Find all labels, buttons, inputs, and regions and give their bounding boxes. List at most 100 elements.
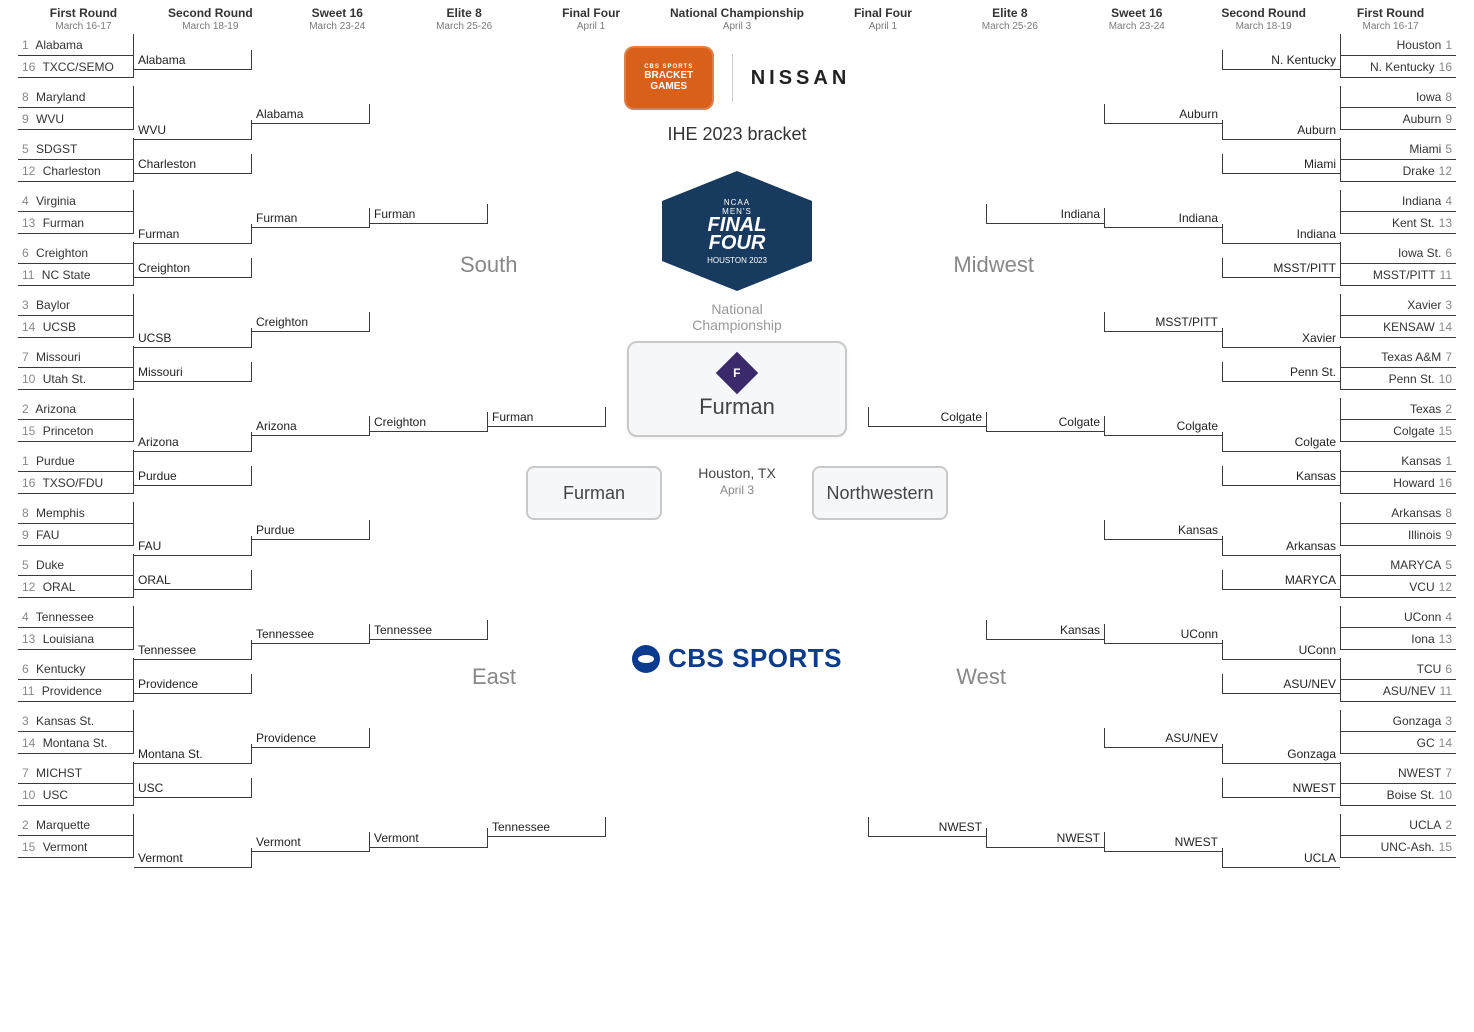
matchup: TCU 6ASU/NEV 11 — [1340, 658, 1456, 702]
matchup: 8 Memphis9 FAU — [18, 502, 134, 546]
advance-slot: Creighton — [134, 252, 252, 296]
advance-slot: NWEST — [986, 738, 1104, 938]
advance-slot: ASU/NEV — [1222, 668, 1340, 712]
winner-label: Colgate — [986, 412, 1104, 432]
team-slot: Illinois 9 — [1340, 524, 1456, 546]
winner-label: UConn — [1222, 640, 1340, 660]
national-championship-label: NationalChampionship — [692, 301, 782, 333]
bracket-games-badge: CBS SPORTS BRACKET GAMES — [624, 46, 714, 110]
winner-label: Creighton — [252, 312, 370, 332]
winner-label: Gonzaga — [1222, 744, 1340, 764]
matchup: Iowa St. 6MSST/PITT 11 — [1340, 242, 1456, 286]
winner-label: Penn St. — [1222, 362, 1340, 382]
winner-label: NWEST — [868, 817, 986, 837]
team-slot: Gonzaga 3 — [1340, 710, 1456, 732]
team-slot: UNC-Ash. 15 — [1340, 836, 1456, 858]
winner-label: NWEST — [1104, 832, 1222, 852]
team-slot: 4 Tennessee — [18, 606, 134, 628]
hdr-r-4: First RoundMarch 16-17 — [1327, 6, 1454, 32]
advance-slot: Montana St. — [134, 720, 252, 764]
advance-slot: UCLA — [1222, 824, 1340, 868]
winner-label: Miami — [1222, 154, 1340, 174]
advance-slot: ASU/NEV — [1104, 690, 1222, 786]
advance-slot: Xavier — [1222, 304, 1340, 348]
matchup: Arkansas 8Illinois 9 — [1340, 502, 1456, 546]
winner-label: Auburn — [1222, 120, 1340, 140]
advance-slot: Purdue — [134, 460, 252, 504]
matchup: Miami 5Drake 12 — [1340, 138, 1456, 182]
advance-slot: Auburn — [1104, 66, 1222, 162]
advance-slot: NWEST — [1104, 794, 1222, 890]
winner-label: Furman — [134, 224, 252, 244]
team-slot: 16 TXCC/SEMO — [18, 56, 134, 78]
winner-label: ASU/NEV — [1222, 674, 1340, 694]
team-slot: Colgate 15 — [1340, 420, 1456, 442]
winner-label: Kansas — [1222, 466, 1340, 486]
team-slot: Xavier 3 — [1340, 294, 1456, 316]
matchup: 4 Virginia13 Furman — [18, 190, 134, 234]
team-slot: UCLA 2 — [1340, 814, 1456, 836]
advance-slot: Penn St. — [1222, 356, 1340, 400]
team-slot: Miami 5 — [1340, 138, 1456, 160]
right-r1: Houston 1N. Kentucky 16Iowa 8Auburn 9Mia… — [1340, 34, 1456, 1032]
matchup: 3 Kansas St.14 Montana St. — [18, 710, 134, 754]
advance-slot: ORAL — [134, 564, 252, 608]
advance-slot: Providence — [134, 668, 252, 712]
winner-label: Xavier — [1222, 328, 1340, 348]
advance-slot: FAU — [134, 512, 252, 556]
advance-slot: Purdue — [252, 482, 370, 578]
winner-label: Furman — [488, 407, 606, 427]
location: Houston, TX April 3 — [698, 465, 776, 497]
matchup: 1 Alabama16 TXCC/SEMO — [18, 34, 134, 78]
winner-label: Providence — [252, 728, 370, 748]
winner-label: ORAL — [134, 570, 252, 590]
matchup: UConn 4Iona 13 — [1340, 606, 1456, 650]
matchup: Gonzaga 3GC 14 — [1340, 710, 1456, 754]
advance-slot: Tennessee — [370, 530, 488, 730]
team-slot: 1 Purdue — [18, 450, 134, 472]
region-east: East — [472, 664, 516, 690]
team-slot: 14 Montana St. — [18, 732, 134, 754]
advance-slot: N. Kentucky — [1222, 44, 1340, 88]
team-slot: 7 Missouri — [18, 346, 134, 368]
team-slot: GC 14 — [1340, 732, 1456, 754]
left-r2: AlabamaWVUCharlestonFurmanCreightonUCSBM… — [134, 34, 252, 1032]
matchup: 2 Arizona15 Princeton — [18, 398, 134, 442]
winner-label: Indiana — [1222, 224, 1340, 244]
header-row: First RoundMarch 16-17 Second RoundMarch… — [0, 0, 1474, 34]
matchup: Houston 1N. Kentucky 16 — [1340, 34, 1456, 78]
team-slot: 8 Memphis — [18, 502, 134, 524]
hdr-l-2: Sweet 16March 23-24 — [274, 6, 401, 32]
team-slot: 6 Kentucky — [18, 658, 134, 680]
cbs-eye-icon — [632, 645, 660, 673]
advance-slot: Colgate — [1222, 408, 1340, 452]
winner-label: Tennessee — [252, 624, 370, 644]
matchup: 7 MICHST10 USC — [18, 762, 134, 806]
right-r2: N. KentuckyAuburnMiamiIndianaMSST/PITTXa… — [1222, 34, 1340, 1032]
advance-slot: Providence — [252, 690, 370, 786]
matchup: Texas A&M 7Penn St. 10 — [1340, 346, 1456, 390]
matchup: 7 Missouri10 Utah St. — [18, 346, 134, 390]
team-slot: 12 ORAL — [18, 576, 134, 598]
winner-label: Kansas — [1104, 520, 1222, 540]
advance-slot: UConn — [1104, 586, 1222, 682]
winner-label: Arkansas — [1222, 536, 1340, 556]
winner-label: USC — [134, 778, 252, 798]
team-slot: NWEST 7 — [1340, 762, 1456, 784]
advance-slot: Furman — [370, 114, 488, 314]
advance-slot: Vermont — [370, 738, 488, 938]
matchup: Texas 2Colgate 15 — [1340, 398, 1456, 442]
team-slot: 10 USC — [18, 784, 134, 806]
bracket-main: 1 Alabama16 TXCC/SEMO8 Maryland9 WVU5 SD… — [0, 34, 1474, 1032]
champion-logo: F — [716, 352, 758, 394]
advance-slot: Charleston — [134, 148, 252, 192]
matchup: 6 Kentucky11 Providence — [18, 658, 134, 702]
winner-label: Colgate — [1222, 432, 1340, 452]
hdr-r-2: Sweet 16March 23-24 — [1073, 6, 1200, 32]
winner-label: Indiana — [986, 204, 1104, 224]
team-slot: Auburn 9 — [1340, 108, 1456, 130]
matchup: Indiana 4Kent St. 13 — [1340, 190, 1456, 234]
winner-label: Colgate — [1104, 416, 1222, 436]
advance-slot: Alabama — [134, 44, 252, 88]
team-slot: Kansas 1 — [1340, 450, 1456, 472]
